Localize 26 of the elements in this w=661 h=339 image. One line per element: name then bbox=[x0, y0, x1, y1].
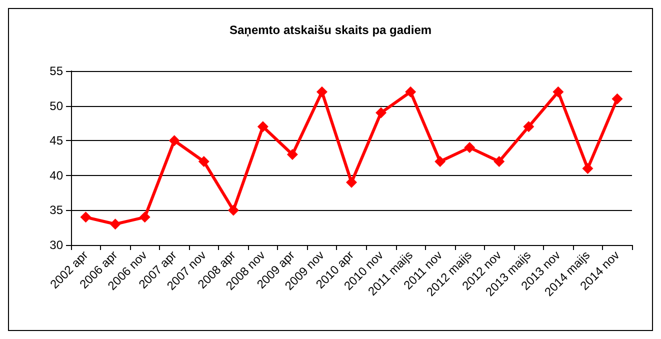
y-tick-label: 30 bbox=[50, 238, 64, 252]
point bbox=[376, 107, 387, 118]
y-tick-label: 50 bbox=[50, 98, 64, 113]
point bbox=[257, 121, 268, 132]
point bbox=[346, 176, 357, 188]
point bbox=[139, 212, 150, 223]
point bbox=[552, 86, 564, 98]
y-tick-label: 55 bbox=[50, 64, 64, 78]
point bbox=[582, 162, 594, 174]
point bbox=[612, 93, 623, 104]
point bbox=[464, 142, 476, 154]
point bbox=[80, 212, 92, 223]
y-tick-label: 45 bbox=[50, 134, 64, 148]
y-tick-label: 40 bbox=[50, 168, 64, 182]
y-tick-label: 35 bbox=[50, 203, 64, 218]
point bbox=[494, 156, 505, 167]
chart-title: Saņemto atskaišu skaits pa gadiem bbox=[229, 23, 432, 37]
point bbox=[316, 86, 328, 98]
point bbox=[434, 156, 446, 167]
point bbox=[523, 121, 534, 132]
point bbox=[110, 218, 121, 230]
point bbox=[286, 149, 298, 160]
point bbox=[405, 86, 416, 98]
point bbox=[228, 204, 239, 216]
point bbox=[198, 156, 210, 167]
point bbox=[168, 135, 180, 146]
